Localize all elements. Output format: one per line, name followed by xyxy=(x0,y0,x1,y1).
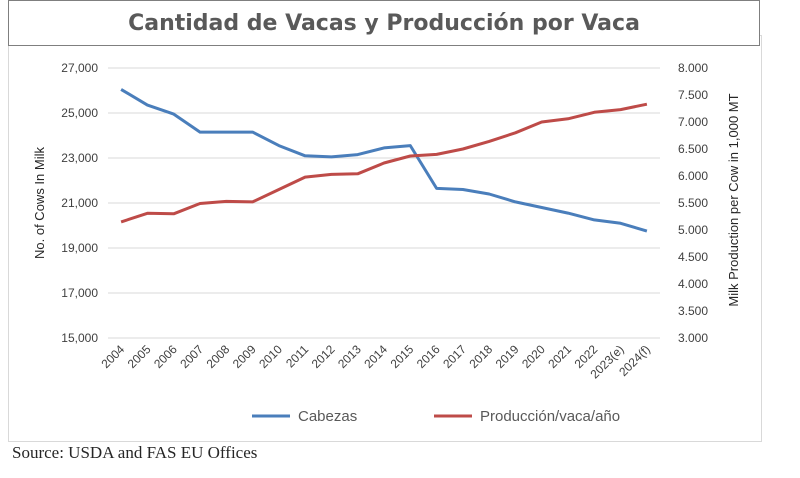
series-line-cabezas xyxy=(120,88,648,233)
y-right-tick-label: 3.000 xyxy=(678,331,708,345)
x-tick-label: 2013 xyxy=(335,342,364,371)
y-right-tick-label: 8.000 xyxy=(678,61,708,75)
y-left-tick-label: 19,000 xyxy=(61,241,98,255)
x-tick-label: 2019 xyxy=(493,342,522,371)
x-tick-label: 2021 xyxy=(545,342,574,371)
y-right-tick-label: 5.500 xyxy=(678,196,708,210)
series-line-produccion xyxy=(120,102,648,224)
x-tick-label: 2011 xyxy=(283,342,311,370)
source-note: Source: USDA and FAS EU Offices xyxy=(12,443,258,462)
y-right-tick-label: 3.500 xyxy=(678,304,708,318)
x-tick-label: 2008 xyxy=(204,342,233,371)
x-tick-label: 2010 xyxy=(256,342,285,371)
y-right-tick-label: 6.500 xyxy=(678,142,708,156)
x-tick-label: 2014 xyxy=(361,342,390,371)
x-tick-label: 2017 xyxy=(440,342,469,371)
chart-frame xyxy=(8,35,762,442)
y-left-tick-label: 25,000 xyxy=(61,106,98,120)
x-tick-label: 2009 xyxy=(230,342,259,371)
y-left-tick-label: 15,000 xyxy=(61,331,98,345)
y-right-axis-title: Milk Production per Cow in 1,000 MT xyxy=(726,93,741,306)
y-left-tick-label: 21,000 xyxy=(61,196,98,210)
x-tick-label: 2020 xyxy=(519,342,548,371)
x-tick-label: 2007 xyxy=(177,342,206,371)
y-right-tick-label: 4.000 xyxy=(678,277,708,291)
x-tick-label: 2016 xyxy=(414,342,443,371)
y-right-tick-label: 7.500 xyxy=(678,88,708,102)
x-tick-label: 2005 xyxy=(125,342,154,371)
x-tick-label: 2018 xyxy=(466,342,495,371)
y-right-tick-label: 4.500 xyxy=(678,250,708,264)
y-left-axis-title: No. of Cows In Milk xyxy=(32,147,47,259)
x-tick-label: 2015 xyxy=(388,342,417,371)
y-right-tick-label: 6.000 xyxy=(678,169,708,183)
y-left-tick-label: 27,000 xyxy=(61,61,98,75)
chart-title: Cantidad de Vacas y Producción por Vaca xyxy=(128,10,640,36)
legend-label: Producción/vaca/año xyxy=(480,408,620,425)
legend-label: Cabezas xyxy=(298,408,357,425)
y-left-tick-label: 23,000 xyxy=(61,151,98,165)
y-right-tick-label: 7.000 xyxy=(678,115,708,129)
x-tick-label: 2012 xyxy=(309,342,338,371)
x-tick-label: 2006 xyxy=(151,342,180,371)
y-left-tick-label: 17,000 xyxy=(61,286,98,300)
x-tick-label: 2004 xyxy=(98,342,127,371)
chart-title-box: Cantidad de Vacas y Producción por Vaca xyxy=(8,0,760,46)
y-right-tick-label: 5.000 xyxy=(678,223,708,237)
